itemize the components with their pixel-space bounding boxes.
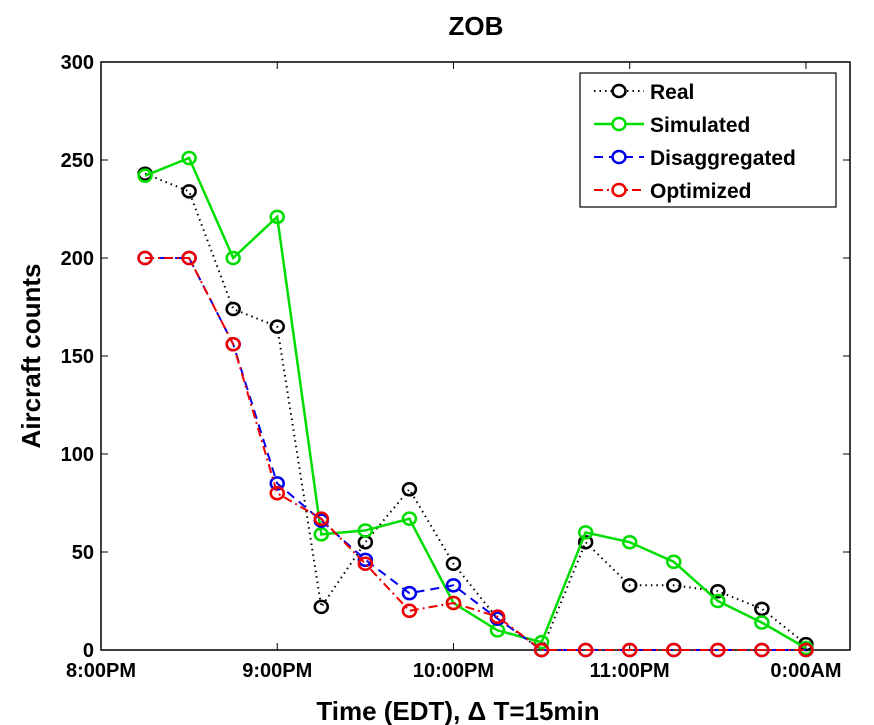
y-tick-label: 150	[61, 346, 94, 368]
x-tick-label: 0:00AM	[770, 660, 841, 682]
data-point	[754, 615, 770, 630]
x-tick-label: 8:00PM	[66, 660, 136, 682]
y-axis-label: Aircraft counts	[16, 264, 46, 449]
data-point	[666, 554, 682, 570]
data-point	[577, 642, 594, 658]
series-line	[145, 257, 806, 651]
data-point	[445, 595, 462, 611]
data-point	[710, 642, 726, 658]
data-point	[181, 184, 197, 199]
data-point	[357, 523, 374, 538]
data-point	[137, 250, 153, 266]
data-point	[489, 609, 506, 624]
data-point	[577, 525, 594, 540]
legend: Real Simulated Disaggregated Optimized	[579, 72, 837, 208]
y-tick-label: 250	[61, 150, 94, 172]
data-point	[313, 527, 330, 542]
y-tick-label: 0	[83, 640, 94, 662]
y-tick-label: 50	[72, 542, 94, 564]
data-point	[181, 150, 197, 166]
data-point	[181, 250, 197, 266]
data-point	[577, 534, 594, 550]
data-point	[754, 642, 770, 658]
series-simulated	[137, 150, 814, 656]
legend-marker	[611, 83, 627, 99]
data-point	[313, 599, 330, 615]
legend-label: Disaggregated	[650, 147, 796, 170]
legend-label: Simulated	[650, 114, 750, 137]
x-tick-label: 10:00PM	[413, 660, 494, 682]
data-point	[710, 583, 726, 599]
x-tick-label: 11:00PM	[590, 660, 670, 682]
axis-ticks: 0 50 100 150 200 250 300 8:00PM 9:00PM 10:00PM 11:…	[61, 52, 850, 682]
data-point	[225, 301, 241, 317]
legend-marker	[611, 182, 627, 198]
legend-marker	[611, 149, 627, 165]
legend-label: Real	[650, 81, 694, 104]
data-point	[666, 642, 682, 658]
data-point	[621, 578, 638, 593]
data-point	[313, 511, 330, 526]
data-point	[445, 556, 462, 572]
y-tick-label: 100	[61, 444, 94, 466]
x-tick-label: 9:00PM	[242, 660, 312, 682]
series-line	[144, 172, 807, 652]
data-point	[533, 642, 550, 658]
data-point	[798, 642, 814, 658]
data-point	[621, 534, 638, 550]
x-axis-label: Time (EDT), Δ T=15min	[316, 696, 599, 725]
legend-marker	[611, 116, 627, 132]
data-point	[401, 511, 418, 526]
y-tick-label: 200	[61, 248, 94, 270]
data-point	[225, 250, 241, 266]
data-point	[533, 634, 550, 650]
data-point	[401, 482, 418, 497]
data-point	[225, 336, 241, 352]
y-tick-label: 300	[61, 52, 94, 74]
data-point	[445, 578, 462, 593]
data-point	[710, 593, 726, 609]
data-point	[754, 601, 770, 617]
data-point	[269, 319, 285, 334]
data-point	[401, 603, 418, 619]
data-point	[401, 585, 418, 601]
data-point	[269, 209, 285, 225]
data-point	[269, 476, 285, 491]
data-point	[357, 556, 374, 572]
series-layer	[137, 150, 814, 658]
data-point	[621, 642, 638, 658]
data-point	[666, 578, 682, 593]
series-line	[144, 156, 807, 650]
series-optimized	[137, 250, 814, 658]
data-point	[269, 485, 285, 501]
legend-label: Optimized	[650, 180, 752, 203]
chart-title: ZOB	[449, 11, 504, 41]
data-point	[137, 168, 153, 183]
